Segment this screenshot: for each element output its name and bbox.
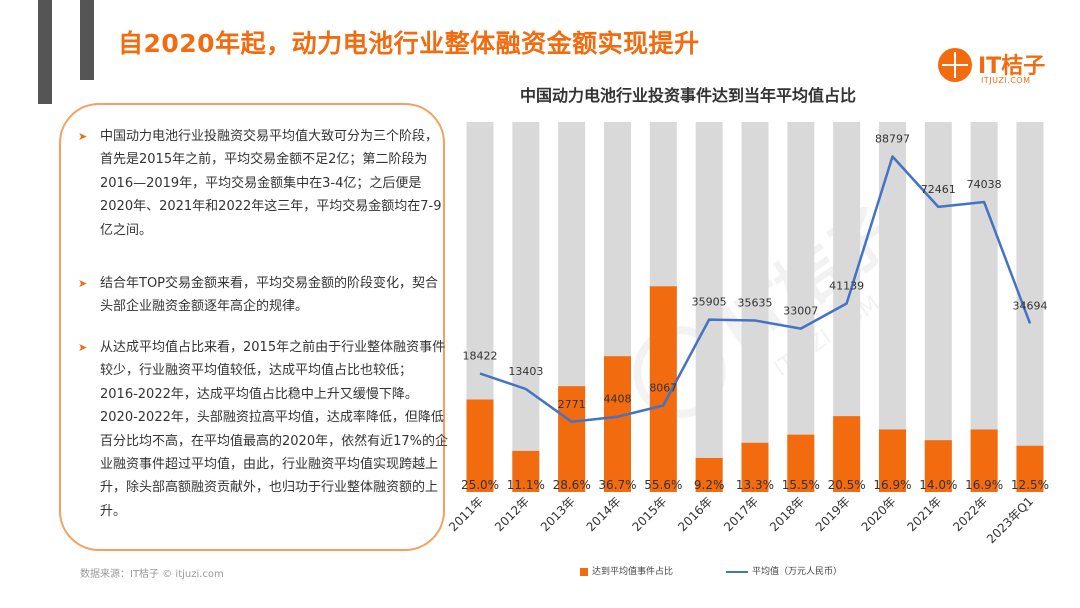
bar — [512, 450, 540, 492]
line-value-label: 88797 — [875, 133, 910, 146]
bullet-text: 结合年TOP交易金额来看，平均交易金额的阶段变化，契合头部企业融资金额逐年高企的… — [100, 276, 439, 315]
bar-value-label: 55.6% — [644, 478, 682, 492]
chart-title: 中国动力电池行业投资事件达到当年平均值占比 — [520, 86, 857, 105]
x-tick-label: 2022年 — [950, 494, 990, 534]
bar — [558, 386, 586, 492]
bullet-item: ➤ 结合年TOP交易金额来看，平均交易金额的阶段变化，契合头部企业融资金额逐年高… — [78, 272, 448, 319]
x-tick-label: 2023年Q1 — [984, 494, 1036, 546]
itjuzi-logo: IT桔子 ITJUZI.COM — [938, 46, 1050, 90]
bullet-item: ➤ 中国动力电池行业投融资交易平均值大致可分为三个阶段，首先是2015年之前，平… — [78, 125, 448, 242]
orange-logo-icon — [938, 48, 972, 82]
legend-bar: 达到平均值事件占比 — [580, 564, 673, 577]
bar-background — [512, 122, 540, 492]
line-value-label: 33007 — [783, 305, 818, 318]
decor-bar-left — [38, 0, 52, 104]
bar-background — [695, 122, 723, 492]
bar-value-label: 9.2% — [694, 478, 725, 492]
x-tick-label: 2019年 — [813, 494, 853, 534]
bar-value-label: 16.9% — [965, 478, 1003, 492]
bar-value-label: 13.3% — [736, 478, 774, 492]
page-title: 自2020年起，动力电池行业整体融资金额实现提升 — [118, 29, 700, 58]
logo-url: ITJUZI.COM — [981, 76, 1031, 85]
arrow-bullet-icon: ➤ — [78, 277, 88, 290]
x-tick-label: 2017年 — [721, 494, 761, 534]
bar-value-label: 11.1% — [507, 478, 545, 492]
legend-line: 平均值（万元人民币） — [726, 564, 842, 577]
bar-value-label: 25.0% — [461, 478, 499, 492]
line-value-label: 4408 — [603, 393, 631, 406]
bar-value-label: 15.5% — [782, 478, 820, 492]
legend-bar-swatch — [580, 567, 588, 576]
legend-line-swatch — [726, 570, 748, 573]
legend-line-label: 平均值（万元人民币） — [752, 567, 843, 577]
line-value-label: 34694 — [1012, 299, 1047, 312]
line-value-label: 72461 — [921, 183, 956, 196]
x-tick-label: 2011年 — [446, 494, 486, 534]
bullet-text: 从达成平均值占比来看，2015年之前由于行业整体融资事件较少，行业融资平均值较低… — [100, 340, 448, 519]
bar — [1016, 445, 1044, 492]
bullet-text: 中国动力电池行业投融资交易平均值大致可分为三个阶段，首先是2015年之前，平均交… — [100, 129, 442, 238]
x-tick-label: 2020年 — [859, 494, 899, 534]
line-value-label: 18422 — [463, 350, 498, 363]
bar — [833, 416, 861, 492]
bar — [970, 429, 998, 492]
x-tick-label: 2014年 — [584, 494, 624, 534]
bar-value-label: 20.5% — [828, 478, 866, 492]
bar-background — [924, 122, 952, 492]
x-tick-label: 2018年 — [767, 494, 807, 534]
logo-name: IT桔子 — [978, 54, 1046, 79]
x-tick-label: 2021年 — [904, 494, 944, 534]
decor-bar-right — [80, 0, 94, 80]
arrow-bullet-icon: ➤ — [78, 130, 88, 143]
line-value-label: 41139 — [829, 279, 864, 292]
arrow-bullet-icon: ➤ — [78, 341, 88, 354]
bar — [924, 440, 952, 492]
x-tick-label: 2015年 — [629, 494, 669, 534]
bar-value-label: 36.7% — [598, 478, 636, 492]
x-tick-label: 2012年 — [492, 494, 532, 534]
bullet-item: ➤ 从达成平均值占比来看，2015年之前由于行业整体融资事件较少，行业融资平均值… — [78, 336, 448, 523]
bar-value-label: 16.9% — [873, 478, 911, 492]
line-value-label: 13403 — [508, 365, 543, 378]
line-value-label: 74038 — [967, 178, 1002, 191]
legend-bar-label: 达到平均值事件占比 — [592, 567, 674, 577]
average-line — [479, 155, 1032, 424]
bar — [787, 434, 815, 492]
bar-background — [1016, 122, 1044, 492]
bar — [695, 457, 723, 492]
bar-background — [741, 122, 769, 492]
line-value-label: 35905 — [692, 296, 727, 309]
bar-background — [787, 122, 815, 492]
line-value-label: 2771 — [558, 398, 586, 411]
bar — [603, 356, 631, 492]
bar-value-label: 12.5% — [1011, 478, 1049, 492]
line-value-label: 8067 — [649, 381, 677, 394]
bar-value-label: 14.0% — [919, 478, 957, 492]
x-tick-label: 2016年 — [675, 494, 715, 534]
bar — [741, 442, 769, 492]
data-source: 数据来源：IT桔子 © itjuzi.com — [80, 569, 224, 580]
x-tick-label: 2013年 — [538, 494, 578, 534]
bar-value-label: 28.6% — [553, 478, 591, 492]
line-value-label: 35635 — [737, 296, 772, 309]
summary-box — [59, 103, 445, 551]
bar — [466, 399, 494, 492]
bar — [878, 429, 906, 492]
